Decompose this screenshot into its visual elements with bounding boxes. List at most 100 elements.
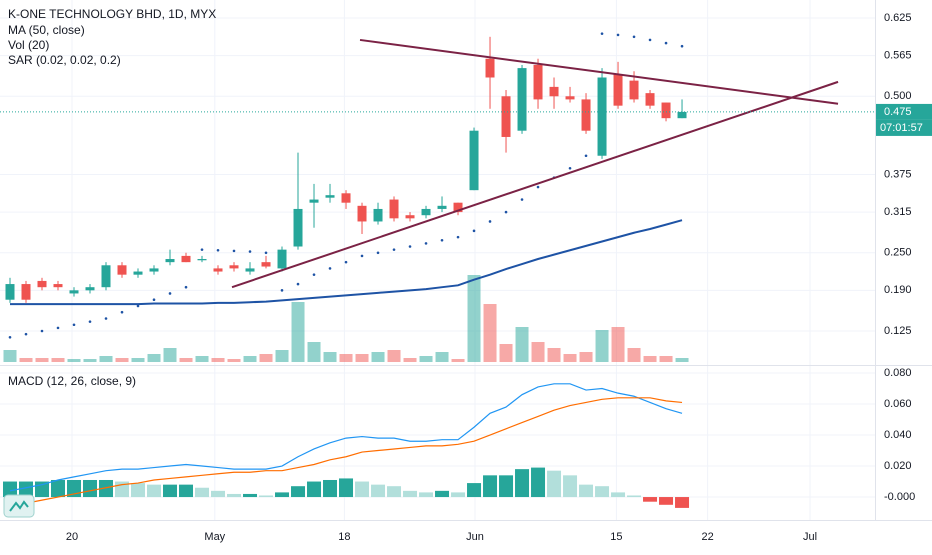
y-tick-label: 0.625 (884, 12, 912, 24)
volume-bar (339, 354, 353, 362)
y-tick-label: 0.375 (884, 168, 912, 180)
volume-bar (515, 327, 529, 362)
sar-dot (344, 260, 348, 264)
macd-histogram-bar (259, 495, 274, 498)
marks-layer (0, 32, 875, 508)
macd-histogram-bar (579, 484, 594, 498)
y-tick-label: 0.315 (884, 206, 912, 218)
y-tick-label: 0.500 (884, 90, 912, 102)
macd-histogram-bar (419, 492, 434, 498)
sar-dot (456, 235, 460, 239)
candle-body (277, 249, 287, 269)
sar-dot (504, 210, 508, 214)
trendline (231, 80, 839, 289)
candle-body (421, 208, 431, 216)
volume-bar (643, 356, 657, 362)
volume-bar (243, 356, 257, 362)
sar-dot (488, 220, 492, 223)
volume-bar (323, 352, 337, 362)
macd-histogram-bar (35, 481, 50, 498)
candle-body (677, 111, 687, 119)
volume-bar (451, 359, 465, 362)
volume-bar (35, 358, 49, 362)
x-tick-label: 20 (66, 531, 78, 543)
last-price-box (876, 103, 932, 120)
volume-bar (211, 358, 225, 362)
sar-dot (216, 248, 220, 252)
labels-layer: K-ONE TECHNOLOGY BHD, 1D, MYX MA (50, cl… (8, 7, 932, 543)
volume-bar (51, 358, 65, 362)
candle-body (21, 284, 31, 300)
macd-histogram-bar (243, 493, 258, 498)
macd-histogram-bar (403, 490, 418, 498)
macd-histogram-bar (339, 478, 354, 498)
countdown-box (876, 119, 932, 136)
volume-bar (115, 358, 129, 362)
macd-histogram-bar (627, 495, 642, 498)
candle-body (53, 284, 63, 288)
x-tick-label: Jul (803, 531, 817, 543)
macd-histogram-bar (83, 479, 98, 498)
x-tick-label: 22 (702, 531, 714, 543)
candle-body (469, 130, 479, 191)
volume-bar (3, 350, 17, 362)
sar-dot (600, 32, 604, 35)
candle-body (165, 259, 175, 263)
volume-bar (611, 327, 625, 362)
x-tick-label: May (204, 531, 225, 543)
macd-tick-label: 0.080 (884, 367, 912, 379)
macd-histogram-bar (291, 486, 306, 498)
macd-histogram-bar (179, 484, 194, 498)
volume-bar (147, 354, 161, 362)
volume-bar (403, 358, 417, 362)
y-tick-label: 0.190 (884, 284, 912, 296)
volume-bar (387, 350, 401, 362)
candle-body (357, 205, 367, 222)
candle-body (197, 259, 207, 261)
candle-body (661, 102, 671, 119)
tradingview-logo (3, 494, 35, 518)
volume-bar (307, 342, 321, 362)
candle-body (5, 284, 15, 300)
volume-bar (227, 359, 241, 362)
macd-histogram-bar (595, 486, 610, 498)
candle-body (485, 58, 495, 78)
macd-histogram-bar (563, 475, 578, 498)
sar-dot (168, 292, 172, 295)
macd-histogram-bar (547, 470, 562, 498)
macd-tick-label: 0.060 (884, 398, 912, 410)
x-tick-label: 18 (338, 531, 350, 543)
candle-body (389, 199, 399, 219)
macd-histogram-bar (307, 481, 322, 498)
candle-body (453, 202, 463, 213)
sar-dot (280, 289, 284, 292)
sar-dot (440, 238, 444, 242)
candle-body (213, 268, 223, 272)
macd-histogram-bar (435, 490, 450, 498)
macd-histogram-bar (163, 484, 178, 498)
macd-histogram-bar (371, 484, 386, 498)
sar-dot (360, 254, 364, 258)
sar-dot (8, 335, 12, 339)
macd-histogram-bar (51, 479, 66, 498)
trendline (359, 38, 839, 105)
macd-histogram-bar (467, 483, 482, 498)
sar-dot (56, 326, 60, 330)
sar-dot (680, 44, 684, 48)
volume-bar (179, 358, 193, 362)
macd-histogram-bar (515, 469, 530, 498)
macd-histogram-bar (3, 481, 18, 498)
sar-dot (184, 285, 188, 289)
countdown-label: 07:01:57 (880, 122, 923, 134)
volume-bar (19, 358, 33, 362)
sar-dot (328, 267, 332, 270)
macd-histogram-bar (323, 479, 338, 498)
candle-body (549, 86, 559, 97)
sar-dot (136, 304, 140, 308)
sar-dot (104, 317, 108, 320)
macd-tick-label: -0.000 (884, 491, 915, 503)
candle-body (565, 96, 575, 100)
sar-dot (296, 282, 300, 286)
macd-histogram-bar (531, 467, 546, 498)
x-tick-label: 15 (610, 531, 622, 543)
